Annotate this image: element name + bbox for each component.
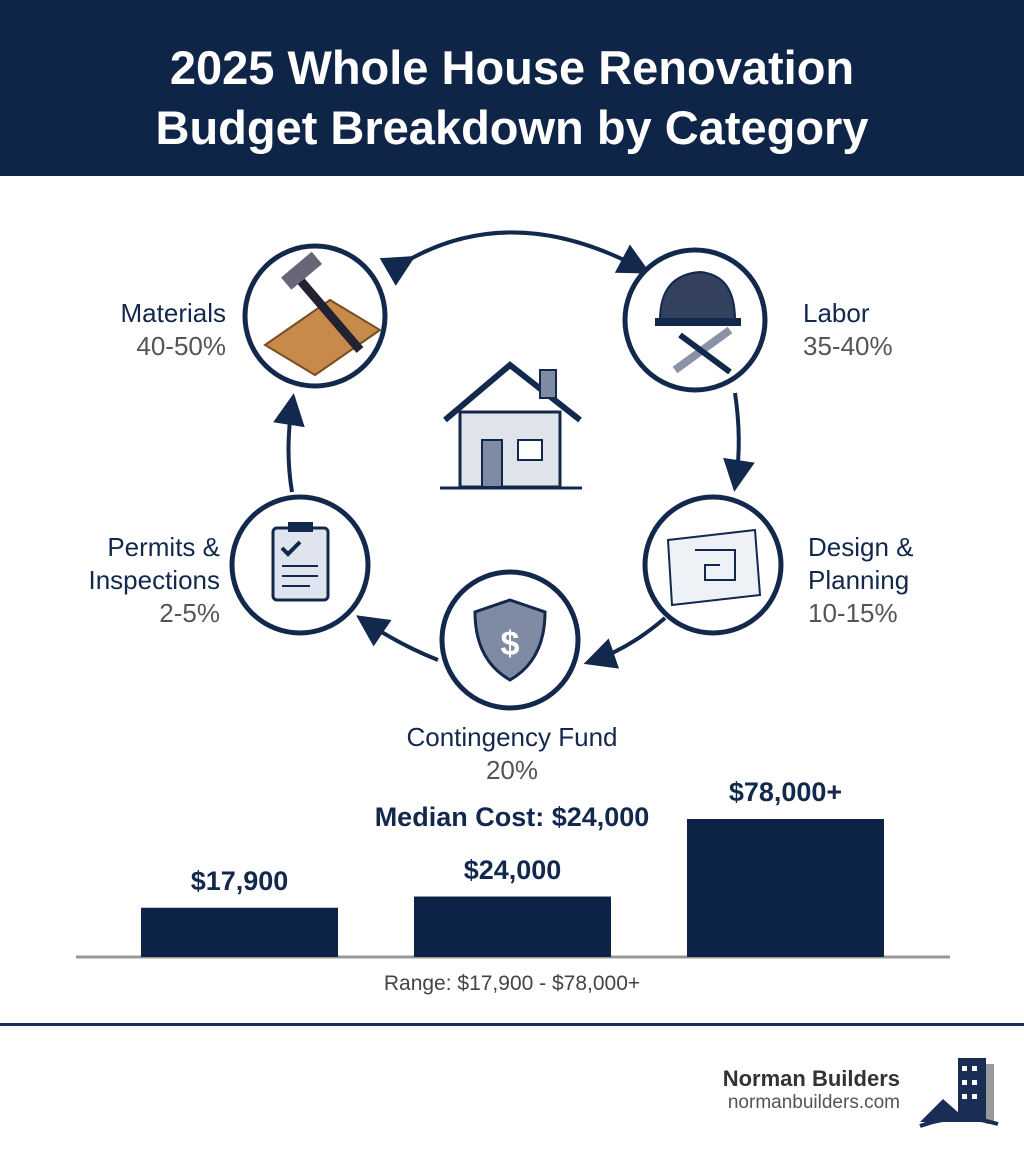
category-name: Labor xyxy=(803,298,870,328)
building-logo-icon xyxy=(919,1058,999,1128)
arrow-labor-design xyxy=(723,392,755,492)
house-icon xyxy=(440,361,582,490)
arrow-permits-materials xyxy=(273,393,305,493)
bar xyxy=(414,896,611,957)
category-name: Inspections xyxy=(88,565,220,595)
category-name: Materials xyxy=(120,298,226,328)
brand-url[interactable]: normanbuilders.com xyxy=(727,1092,900,1113)
category-percent: 20% xyxy=(485,755,539,785)
materials-label: Materials 40-50% xyxy=(121,297,226,363)
bar-value-label: $17,900 xyxy=(190,865,289,896)
category-percent: 35-40% xyxy=(803,331,893,361)
bar xyxy=(141,907,338,957)
cost-bar-chart xyxy=(76,819,950,959)
permits-label: Permits & Inspections 2-5% xyxy=(88,531,220,630)
title-line-2: Budget Breakdown by Category xyxy=(155,101,869,154)
category-percent: 40-50% xyxy=(136,331,226,361)
labor-label: Labor 35-40% xyxy=(803,297,893,363)
category-name: Permits & xyxy=(107,532,220,562)
category-name: Design & xyxy=(808,532,914,562)
brand-name: Norman Builders xyxy=(722,1066,900,1091)
hammer-wood-icon xyxy=(263,251,382,377)
contingency-label: Contingency Fund 20% xyxy=(312,721,712,787)
cycle-diagram: $ xyxy=(229,230,784,711)
category-name: Contingency Fund xyxy=(406,722,618,752)
hardhat-wrench-icon xyxy=(655,270,741,375)
title-line-1: 2025 Whole House Renovation xyxy=(169,41,855,94)
median-annotation: Median Cost: $24,000 xyxy=(374,802,650,832)
arrow-contingency-permits xyxy=(356,615,439,662)
bar-value-label: $78,000+ xyxy=(728,777,843,807)
bar-value-label: $24,000 xyxy=(463,854,562,885)
brand: Norman Builders normanbuilders.com xyxy=(723,1066,900,1114)
category-name: Planning xyxy=(808,565,910,595)
arrow-design-contingency xyxy=(583,616,667,669)
blueprint-icon xyxy=(666,528,762,607)
design-label: Design & Planning 10-15% xyxy=(808,531,914,630)
shield-dollar-icon: $ xyxy=(473,598,547,682)
bar xyxy=(687,819,884,957)
arrow-materials-labor xyxy=(379,230,651,286)
range-caption: Range: $17,900 - $78,000+ xyxy=(383,972,641,995)
header: 2025 Whole House Renovation Budget Break… xyxy=(0,0,1024,176)
category-percent: 2-5% xyxy=(159,598,220,628)
svg-text:$: $ xyxy=(501,625,520,663)
category-percent: 10-15% xyxy=(808,598,898,628)
clipboard-check-icon xyxy=(271,522,330,602)
footer-divider xyxy=(0,1023,1024,1026)
